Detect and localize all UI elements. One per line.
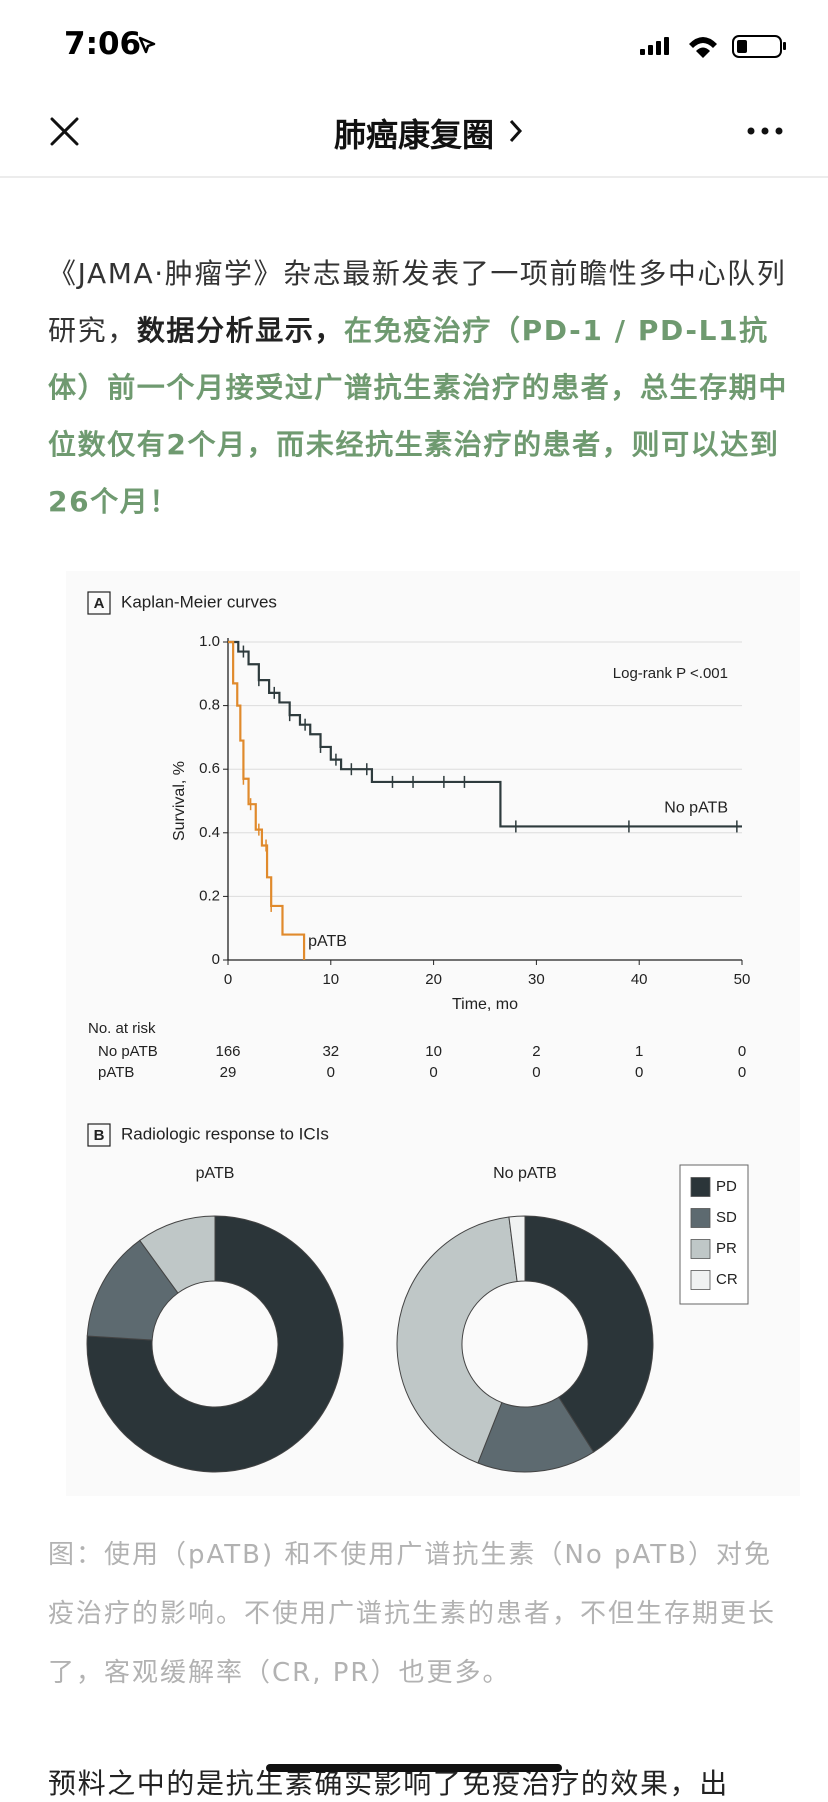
legend-label: SD (716, 1209, 737, 1226)
legend-swatch (690, 1239, 711, 1259)
risk-value: 0 (635, 1064, 643, 1081)
legend-swatch (690, 1177, 711, 1197)
x-tick-label: 50 (734, 971, 751, 988)
y-axis-label: Survival, % (171, 761, 188, 841)
y-tick-label: 0 (212, 951, 220, 968)
legend-label: CR (716, 1271, 738, 1288)
donut-slice (139, 1215, 216, 1294)
x-tick-label: 10 (322, 971, 339, 988)
survival-curve (228, 640, 306, 960)
risk-value: 0 (532, 1064, 540, 1081)
status-icons (138, 35, 786, 58)
risk-value: 0 (738, 1064, 746, 1081)
legend-swatch (690, 1270, 711, 1290)
nav-title[interactable]: 肺癌康复圈 (0, 110, 828, 156)
x-tick-label: 20 (425, 971, 442, 988)
panel-title: Kaplan-Meier curves (121, 592, 277, 611)
donut-slice (508, 1215, 526, 1283)
close-button[interactable] (50, 117, 79, 146)
x-tick-label: 30 (528, 971, 545, 988)
risk-value: 32 (322, 1043, 339, 1060)
nav-chevron[interactable] (509, 119, 523, 143)
donut-slice (396, 1216, 518, 1464)
x-tick-label: 40 (631, 971, 648, 988)
annotation: Log-rank P <.001 (613, 665, 728, 682)
y-tick-label: 0.6 (199, 760, 220, 777)
risk-value: 0 (327, 1064, 335, 1081)
legend-label: PD (716, 1178, 737, 1195)
donut-slice (86, 1215, 344, 1473)
risk-row-label: pATB (98, 1064, 134, 1081)
donut-slice (524, 1215, 654, 1453)
survival-curve (228, 640, 742, 828)
risk-value: 2 (532, 1043, 540, 1060)
paragraph-segment: 《JAMA·肿瘤学》杂志最新发表了一项前瞻性多中心队列研究， (48, 257, 787, 347)
risk-row-label: No pATB (98, 1043, 158, 1060)
y-tick-label: 1.0 (199, 633, 220, 650)
paragraph-segment: 在免疫治疗（PD-1 / PD-L1抗体）前一个月接受过广谱抗生素治疗的患者，总… (48, 314, 789, 518)
home-indicator (266, 1764, 562, 1772)
legend-box (679, 1164, 749, 1305)
paragraph-segment: 数据分析显示， (136, 314, 345, 347)
figure-caption: 图：使用（pATB) 和不使用广谱抗生素（No pATB）对免疫治疗的影响。不使… (48, 1540, 777, 1688)
status-time: 7:06 (64, 26, 142, 62)
risk-value: 166 (215, 1043, 240, 1060)
risk-value: 0 (429, 1064, 437, 1081)
y-tick-label: 0.4 (199, 824, 220, 841)
panel-box (87, 1123, 111, 1147)
risk-value: 29 (220, 1064, 237, 1081)
y-tick-label: 0.2 (199, 887, 220, 904)
donut-title: pATB (196, 1165, 235, 1182)
risk-value: 10 (425, 1043, 442, 1060)
nav-title-text[interactable]: 肺癌康复圈 (333, 116, 494, 154)
risk-value: 1 (635, 1043, 643, 1060)
legend-swatch (690, 1208, 711, 1228)
risk-value: 0 (738, 1043, 746, 1060)
panel-title: Radiologic response to ICIs (121, 1124, 329, 1143)
series-label: No pATB (664, 800, 728, 817)
panel-label: B (94, 1127, 105, 1144)
panel-label: A (94, 595, 105, 612)
panel-box (87, 591, 111, 615)
more-button[interactable] (747, 127, 783, 135)
x-axis-label: Time, mo (452, 996, 518, 1013)
risk-table-title: No. at risk (88, 1020, 156, 1037)
series-label: pATB (308, 933, 347, 950)
legend-label: PR (716, 1240, 737, 1257)
article-paragraph: 《JAMA·肿瘤学》杂志最新发表了一项前瞻性多中心队列研究，数据分析显示，在免疫… (48, 245, 788, 530)
y-tick-label: 0.8 (199, 697, 220, 714)
donut-title: No pATB (493, 1165, 557, 1182)
x-tick-label: 0 (224, 971, 232, 988)
